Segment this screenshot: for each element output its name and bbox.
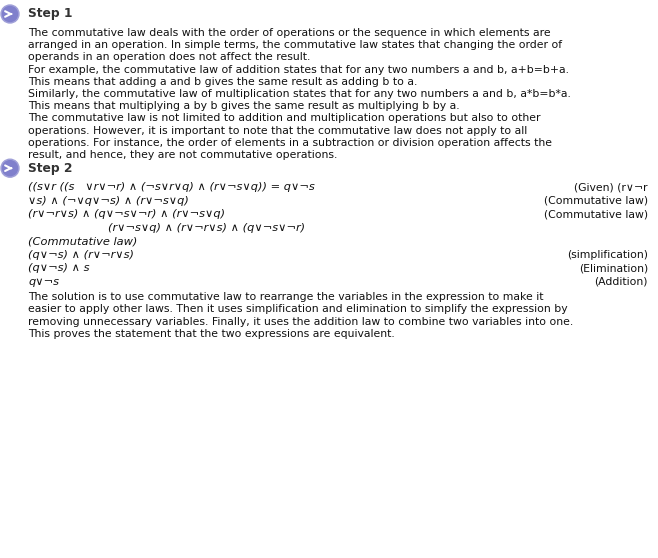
Text: operations. However, it is important to note that the commutative law does not a: operations. However, it is important to … <box>28 126 527 136</box>
Text: (Given) (r∨¬r: (Given) (r∨¬r <box>574 182 648 192</box>
Text: The commutative law deals with the order of operations or the sequence in which : The commutative law deals with the order… <box>28 28 551 38</box>
Text: (simplification): (simplification) <box>567 249 648 259</box>
Circle shape <box>1 159 19 177</box>
Text: easier to apply other laws. Then it uses simplification and elimination to simpl: easier to apply other laws. Then it uses… <box>28 305 568 314</box>
Text: This proves the statement that the two expressions are equivalent.: This proves the statement that the two e… <box>28 329 395 339</box>
Text: (Elimination): (Elimination) <box>579 263 648 273</box>
Text: (r∨¬s∨q) ∧ (r∨¬r∨s) ∧ (q∨¬s∨¬r): (r∨¬s∨q) ∧ (r∨¬r∨s) ∧ (q∨¬s∨¬r) <box>108 223 305 233</box>
Text: Step 2: Step 2 <box>28 162 72 175</box>
Text: Similarly, the commutative law of multiplication states that for any two numbers: Similarly, the commutative law of multip… <box>28 89 571 99</box>
Circle shape <box>1 5 19 23</box>
Text: arranged in an operation. In simple terms, the commutative law states that chang: arranged in an operation. In simple term… <box>28 40 562 50</box>
Text: (r∨¬r∨s) ∧ (q∨¬s∨¬r) ∧ (r∨¬s∨q): (r∨¬r∨s) ∧ (q∨¬s∨¬r) ∧ (r∨¬s∨q) <box>28 209 225 219</box>
Text: (Addition): (Addition) <box>594 277 648 287</box>
Text: Step 1: Step 1 <box>28 7 72 21</box>
Text: (Commutative law): (Commutative law) <box>544 196 648 206</box>
Text: ((s∨r ((s   ∨r∨¬r) ∧ (¬s∨r∨q) ∧ (r∨¬s∨q)) = q∨¬s: ((s∨r ((s ∨r∨¬r) ∧ (¬s∨r∨q) ∧ (r∨¬s∨q)) … <box>28 182 315 192</box>
Text: result, and hence, they are not commutative operations.: result, and hence, they are not commutat… <box>28 150 338 160</box>
Text: q∨¬s: q∨¬s <box>28 277 59 287</box>
Text: For example, the commutative law of addition states that for any two numbers a a: For example, the commutative law of addi… <box>28 65 569 75</box>
Circle shape <box>3 7 18 22</box>
Text: (q∨¬s) ∧ (r∨¬r∨s): (q∨¬s) ∧ (r∨¬r∨s) <box>28 249 134 259</box>
Text: (Commutative law): (Commutative law) <box>544 209 648 219</box>
Text: removing unnecessary variables. Finally, it uses the addition law to combine two: removing unnecessary variables. Finally,… <box>28 316 573 326</box>
Text: ∨s) ∧ (¬∨q∨¬s) ∧ (r∨¬s∨q): ∨s) ∧ (¬∨q∨¬s) ∧ (r∨¬s∨q) <box>28 196 189 206</box>
Text: The commutative law is not limited to addition and multiplication operations but: The commutative law is not limited to ad… <box>28 113 540 123</box>
Text: This means that adding a and b gives the same result as adding b to a.: This means that adding a and b gives the… <box>28 77 417 87</box>
Text: The solution is to use commutative law to rearrange the variables in the express: The solution is to use commutative law t… <box>28 292 544 302</box>
Text: operations. For instance, the order of elements in a subtraction or division ope: operations. For instance, the order of e… <box>28 138 552 148</box>
Circle shape <box>3 161 18 176</box>
Text: operands in an operation does not affect the result.: operands in an operation does not affect… <box>28 52 311 62</box>
Text: (q∨¬s) ∧ s: (q∨¬s) ∧ s <box>28 263 89 273</box>
Text: This means that multiplying a by b gives the same result as multiplying b by a.: This means that multiplying a by b gives… <box>28 101 460 111</box>
Text: (Commutative law): (Commutative law) <box>28 236 138 246</box>
